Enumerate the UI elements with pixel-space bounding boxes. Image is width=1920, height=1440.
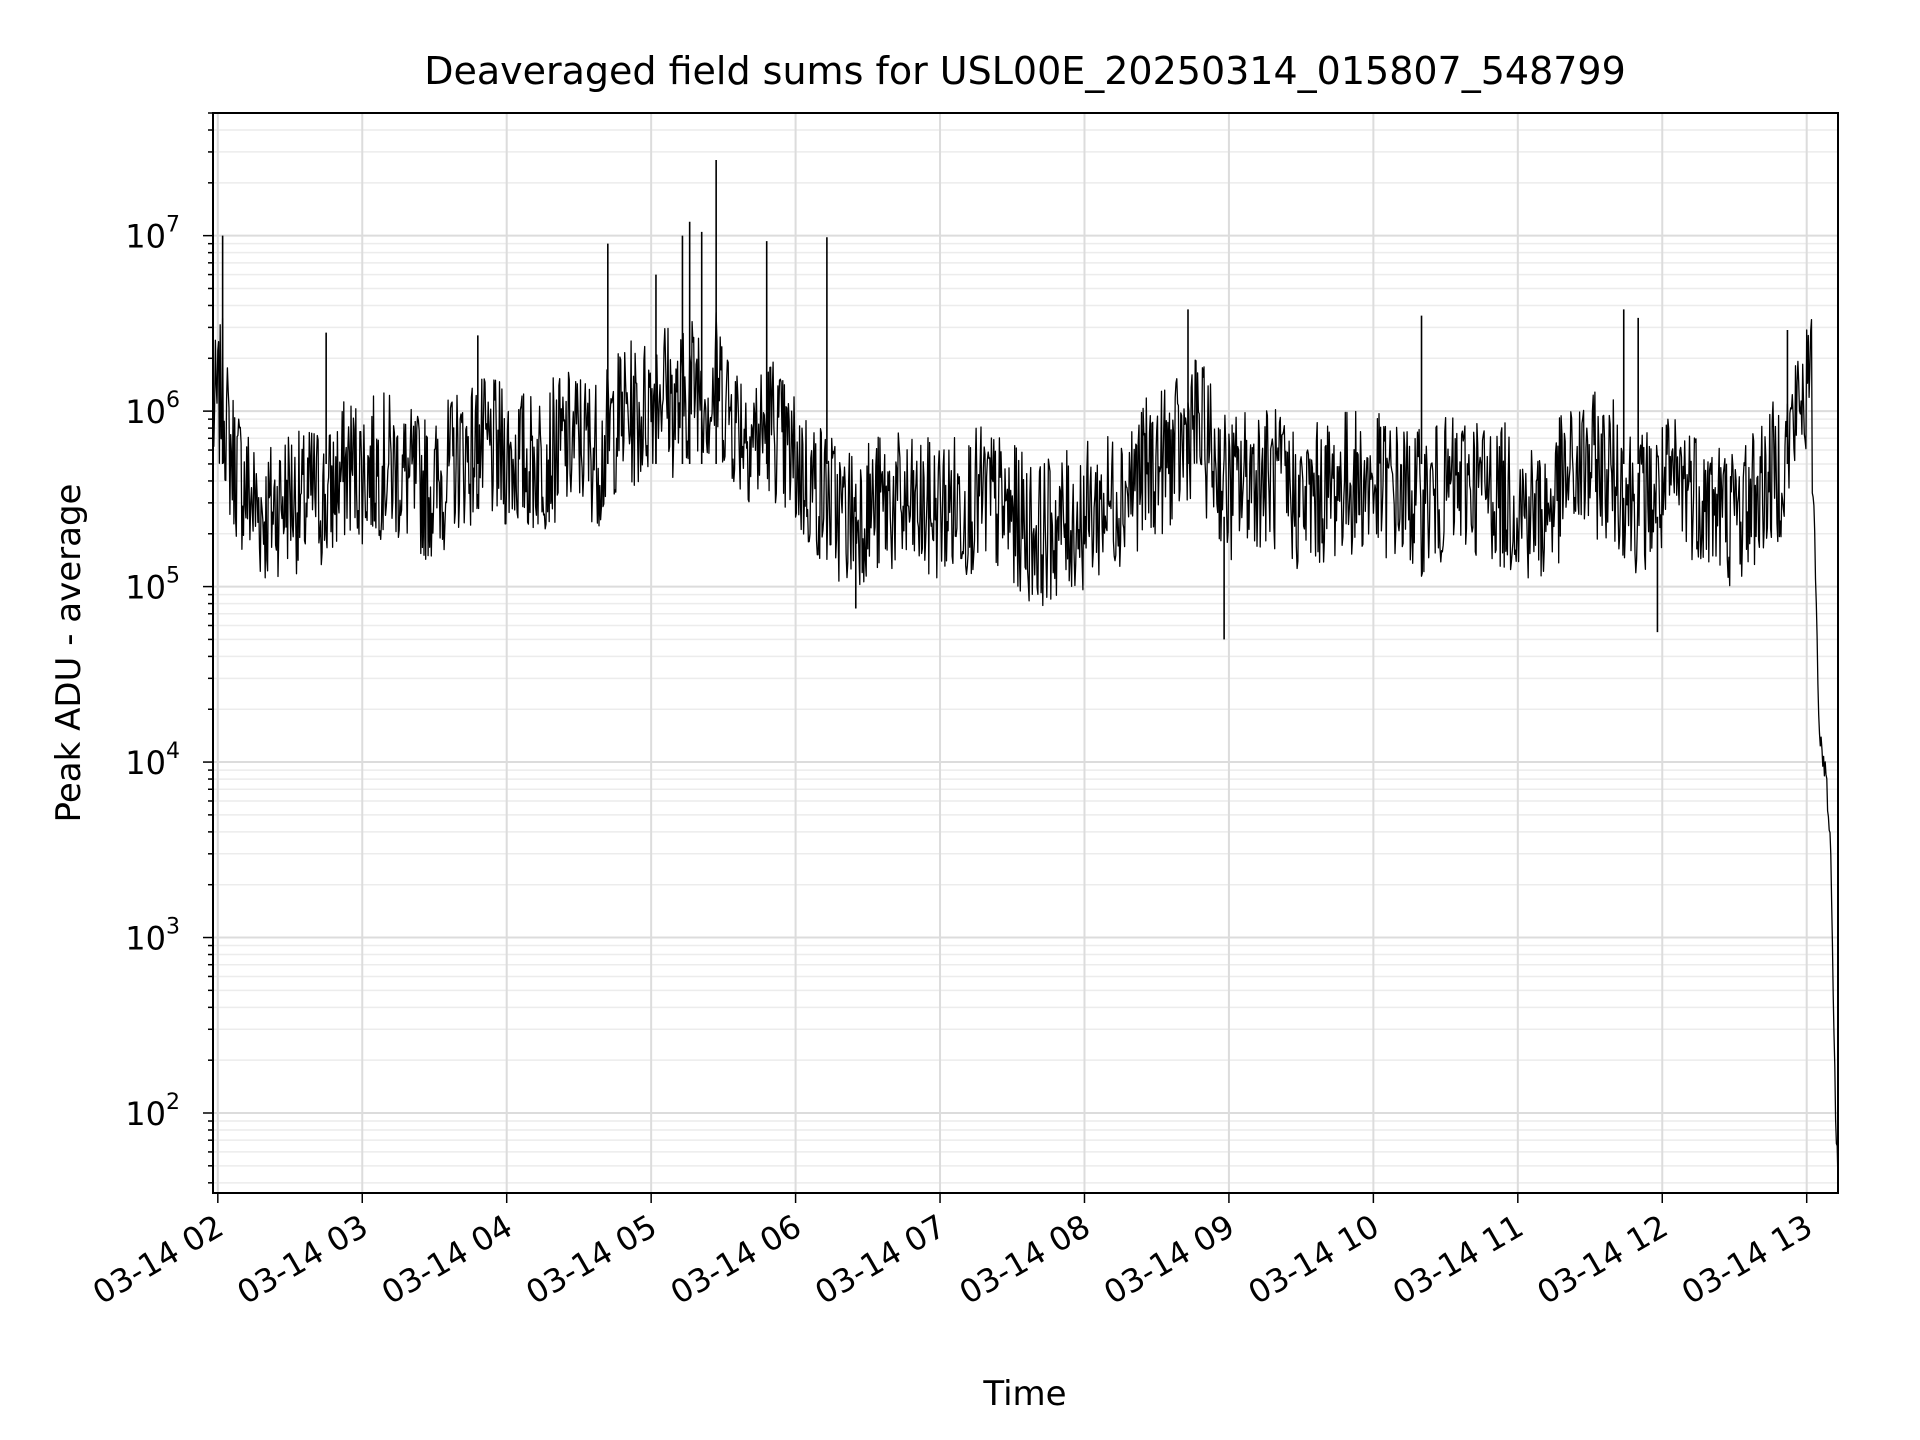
data-layer: [212, 159, 1839, 1183]
y-tick-label: 103: [125, 915, 180, 958]
y-tick-label: 102: [125, 1090, 180, 1133]
y-tick-label: 107: [125, 213, 180, 256]
chart-title: Deaveraged field sums for USL00E_2025031…: [424, 49, 1626, 93]
y-tick-label: 106: [125, 388, 180, 431]
y-tick-label: 105: [125, 564, 180, 607]
y-tick-label: 104: [125, 739, 180, 782]
plot-frame: [212, 112, 1839, 1194]
x-axis-label: Time: [982, 1374, 1066, 1414]
y-axis: 102 103 104 105 106 107: [125, 112, 213, 1184]
series-line: [212, 311, 1839, 1183]
y-axis-label: Peak ADU - average: [49, 484, 89, 823]
grid: [213, 112, 1838, 1193]
